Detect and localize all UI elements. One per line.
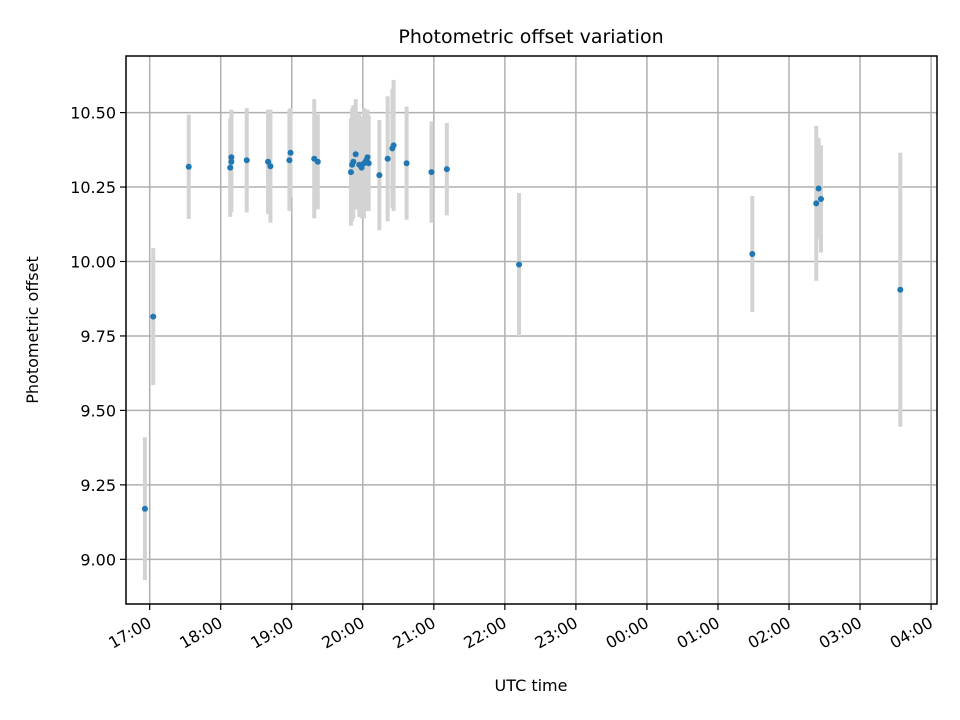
data-point (428, 169, 435, 176)
plot-frame (125, 55, 938, 605)
data-point (150, 313, 157, 320)
x-tick-label: 03:00 (816, 613, 865, 653)
x-tick-label: 04:00 (887, 613, 936, 653)
x-tick-label: 02:00 (745, 613, 794, 653)
x-axis-title: UTC time (495, 676, 568, 695)
data-point (243, 157, 250, 164)
data-point (749, 251, 756, 258)
x-tick-label: 22:00 (460, 613, 509, 653)
x-tick-label: 00:00 (603, 613, 652, 653)
x-tick-label: 19:00 (247, 613, 296, 653)
y-tick-label: 10.50 (70, 104, 116, 123)
data-point (365, 160, 372, 167)
y-tick-label: 10.25 (70, 178, 116, 197)
data-point (228, 158, 235, 165)
x-tick-layer: 17:00 18:00 19:00 20:00 21:00 22:00 23:00 00:00… (105, 604, 936, 653)
data-point (286, 157, 293, 164)
data-point (817, 195, 824, 202)
data-point (364, 154, 371, 161)
data-point (352, 151, 359, 158)
x-tick-label: 17:00 (105, 613, 154, 653)
y-tick-label: 9.75 (80, 327, 116, 346)
data-point (141, 505, 148, 512)
data-point (384, 155, 391, 162)
y-tick-label: 10.00 (70, 253, 116, 272)
data-point (265, 158, 272, 165)
data-point (347, 169, 354, 176)
y-tick-layer: 9.00 9.25 9.50 9.75 10.00 10.25 10.50 (70, 104, 126, 569)
errorbar-layer (142, 79, 903, 581)
x-tick-label: 18:00 (176, 613, 225, 653)
data-point (443, 166, 450, 173)
x-tick-label: 01:00 (674, 613, 723, 653)
x-tick-label: 23:00 (531, 613, 580, 653)
data-point (390, 142, 397, 149)
data-point (516, 261, 523, 268)
data-point (813, 200, 820, 207)
data-point (403, 160, 410, 167)
data-point (267, 163, 274, 170)
grid-layer (126, 56, 937, 604)
y-tick-label: 9.25 (80, 476, 116, 495)
data-point (350, 158, 357, 165)
data-point (185, 163, 192, 170)
x-tick-label: 21:00 (389, 613, 438, 653)
data-point (314, 158, 321, 165)
y-axis-title: Photometric offset (23, 256, 42, 404)
data-point (358, 164, 365, 171)
point-layer (141, 142, 904, 512)
data-point (897, 286, 904, 293)
data-point (287, 149, 294, 156)
data-point (228, 154, 235, 161)
data-point (815, 185, 822, 192)
x-tick-label: 20:00 (318, 613, 367, 653)
data-point (227, 164, 234, 171)
data-point (376, 172, 383, 179)
y-tick-label: 9.50 (80, 401, 116, 420)
chart-title: Photometric offset variation (398, 26, 663, 48)
y-tick-label: 9.00 (80, 550, 116, 569)
